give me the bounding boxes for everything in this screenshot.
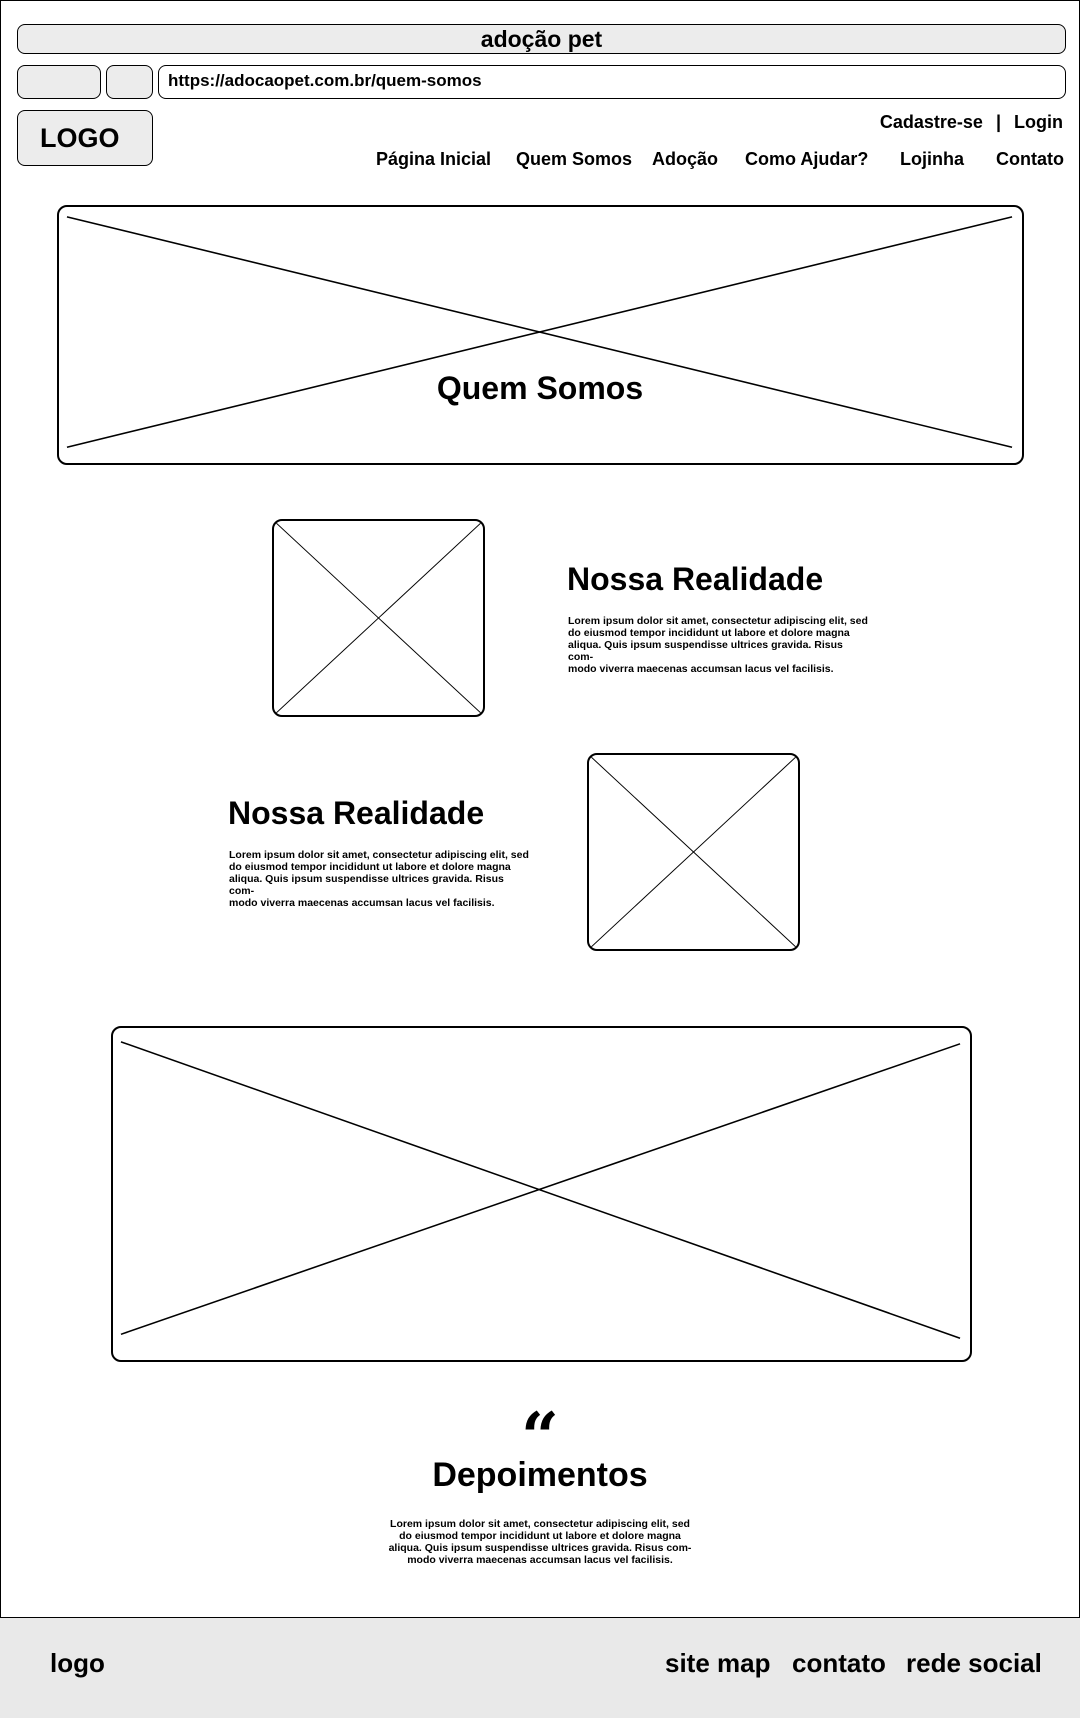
nav-item-adocao[interactable]: Adoção bbox=[652, 149, 719, 169]
body-line: Lorem ipsum dolor sit amet, consectetur … bbox=[229, 849, 529, 861]
site-logo[interactable]: LOGO bbox=[17, 110, 153, 166]
large-image-placeholder bbox=[111, 1026, 972, 1362]
body-line: do eiusmod tempor incididunt ut labore e… bbox=[568, 627, 850, 639]
nav-item-lojinha[interactable]: Lojinha bbox=[900, 149, 964, 169]
address-bar[interactable]: https://adocaopet.com.br/quem-somos bbox=[158, 65, 1066, 99]
footer-logo[interactable]: logo bbox=[50, 1648, 105, 1678]
body-line: Lorem ipsum dolor sit amet, consectetur … bbox=[390, 1518, 690, 1530]
nav-item-quem-somos[interactable]: Quem Somos bbox=[516, 149, 633, 169]
body-line: do eiusmod tempor incididunt ut labore e… bbox=[229, 861, 511, 873]
placeholder-cross-icon bbox=[589, 755, 798, 949]
body-line: modo viverra maecenas accumsan lacus vel… bbox=[407, 1554, 673, 1566]
auth-links: Cadastre-se | Login bbox=[880, 112, 1063, 133]
footer-link-contato[interactable]: contato bbox=[792, 1648, 886, 1678]
placeholder-cross-icon bbox=[66, 216, 1013, 449]
body-line: modo viverra maecenas accumsan lacus vel… bbox=[229, 897, 495, 909]
footer-link-site-map[interactable]: site map bbox=[665, 1648, 771, 1678]
nav-item-contato[interactable]: Contato bbox=[996, 149, 1064, 169]
hero-image-placeholder bbox=[57, 205, 1024, 465]
section-1-title: Nossa Realidade bbox=[567, 561, 824, 597]
quote-icon: “ bbox=[521, 1398, 559, 1476]
forward-button[interactable] bbox=[106, 65, 153, 99]
signup-link[interactable]: Cadastre-se bbox=[879, 112, 983, 132]
section-2-title: Nossa Realidade bbox=[228, 795, 485, 831]
placeholder-cross-icon bbox=[274, 521, 483, 715]
placeholder-cross-icon bbox=[120, 1041, 961, 1340]
body-line: aliqua. Quis ipsum suspendisse ultrices … bbox=[229, 873, 504, 897]
body-line: modo viverra maecenas accumsan lacus vel… bbox=[568, 663, 834, 675]
testimonials-body: Lorem ipsum dolor sit amet, consectetur … bbox=[340, 1518, 740, 1566]
body-line: aliqua. Quis ipsum suspendisse ultrices … bbox=[568, 639, 843, 663]
footer-link-rede-social[interactable]: rede social bbox=[906, 1648, 1042, 1678]
window-title-bar: adoção pet bbox=[17, 24, 1066, 54]
section-1-body: Lorem ipsum dolor sit amet, consectetur … bbox=[568, 615, 868, 675]
section-2-image-placeholder bbox=[587, 753, 800, 951]
body-line: do eiusmod tempor incididunt ut labore e… bbox=[399, 1530, 681, 1542]
section-1-image-placeholder bbox=[272, 519, 485, 717]
nav-item-como-ajudar[interactable]: Como Ajudar? bbox=[745, 149, 869, 169]
body-line: Lorem ipsum dolor sit amet, consectetur … bbox=[568, 615, 868, 627]
login-link[interactable]: Login bbox=[1014, 112, 1063, 132]
nav-item-pagina-inicial[interactable]: Página Inicial bbox=[376, 149, 492, 169]
auth-separator: | bbox=[995, 112, 1001, 132]
body-line: aliqua. Quis ipsum suspendisse ultrices … bbox=[388, 1542, 692, 1554]
testimonials-title: Depoimentos bbox=[432, 1456, 648, 1494]
footer: logo site map contato rede social bbox=[0, 1617, 1080, 1718]
back-button[interactable] bbox=[17, 65, 101, 99]
section-2-body: Lorem ipsum dolor sit amet, consectetur … bbox=[229, 849, 529, 909]
hero-title: Quem Somos bbox=[436, 370, 644, 406]
